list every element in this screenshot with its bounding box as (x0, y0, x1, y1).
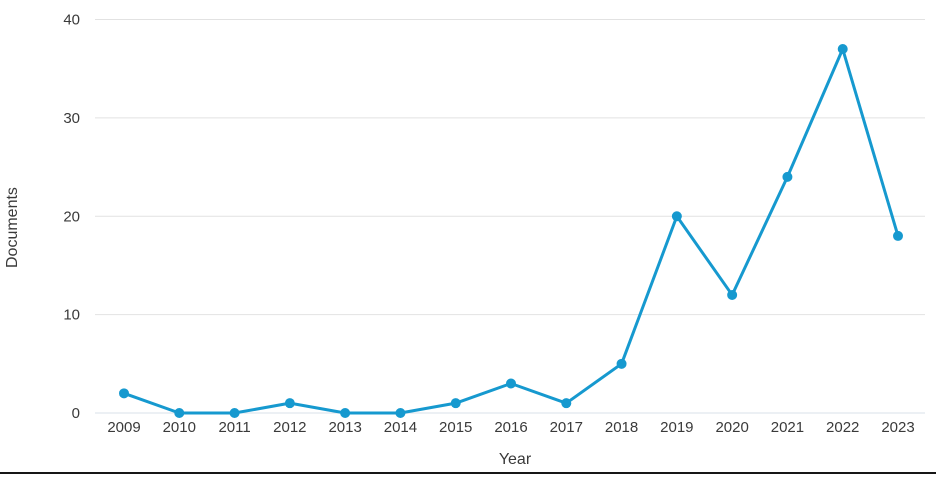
y-tick-label-10: 10 (63, 307, 80, 324)
data-point-2017[interactable] (561, 398, 572, 409)
data-point-2012[interactable] (284, 398, 295, 409)
page-divider (0, 472, 936, 474)
data-point-2021[interactable] (782, 171, 793, 182)
x-tick-label-2012: 2012 (273, 419, 306, 436)
y-tick-label-40: 40 (63, 12, 80, 29)
x-axis-title: Year (498, 451, 532, 468)
y-tick-label-20: 20 (63, 208, 80, 225)
data-point-2016[interactable] (506, 378, 516, 389)
data-point-2015[interactable] (450, 398, 461, 409)
data-point-2019[interactable] (671, 211, 682, 222)
trend-line-documents (122, 47, 900, 415)
x-tick-label-2023: 2023 (881, 419, 914, 436)
x-tick-label-2020: 2020 (715, 419, 748, 436)
data-point-2009[interactable] (119, 388, 129, 399)
x-tick-label-2018: 2018 (605, 419, 638, 436)
data-point-2013[interactable] (340, 408, 351, 418)
x-tick-label-2022: 2022 (826, 419, 859, 436)
x-tick-label-2017: 2017 (550, 419, 583, 436)
data-point-2011[interactable] (229, 408, 240, 418)
data-point-2018[interactable] (616, 358, 627, 369)
x-tick-label-2009: 2009 (107, 419, 140, 436)
y-tick-label-0: 0 (72, 405, 80, 422)
x-tick-label-2016: 2016 (494, 419, 527, 436)
data-point-2014[interactable] (395, 408, 406, 418)
x-tick-label-2019: 2019 (660, 419, 693, 436)
x-tick-label-2010: 2010 (163, 419, 196, 436)
data-point-2010[interactable] (174, 408, 185, 418)
x-tick-label-2021: 2021 (771, 419, 804, 436)
x-tick-label-2013: 2013 (328, 419, 361, 436)
data-point-2020[interactable] (727, 289, 738, 300)
x-tick-label-2011: 2011 (218, 419, 250, 436)
data-point-2022[interactable] (837, 44, 848, 55)
y-tick-label-30: 30 (63, 110, 80, 127)
data-point-2023[interactable] (893, 230, 903, 241)
x-tick-label-2014: 2014 (384, 419, 417, 436)
x-tick-label-2015: 2015 (439, 419, 472, 436)
